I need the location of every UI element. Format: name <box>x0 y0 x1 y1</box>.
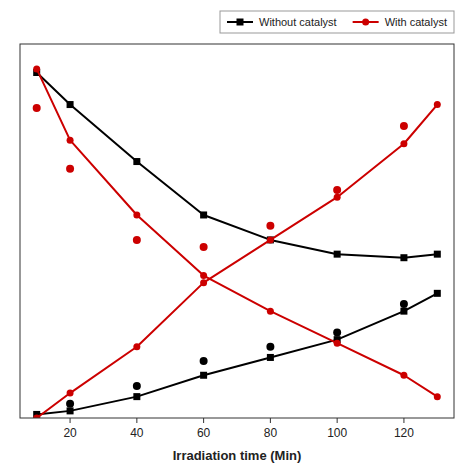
line-marker <box>400 308 407 315</box>
x-tick-label: 80 <box>264 426 278 440</box>
line-marker <box>334 340 341 347</box>
scatter-point <box>400 122 408 130</box>
line-marker <box>334 194 341 201</box>
scatter-point <box>66 165 74 173</box>
line-marker <box>267 354 274 361</box>
scatter-point <box>133 382 141 390</box>
x-tick-label: 20 <box>63 426 77 440</box>
x-tick-label: 120 <box>394 426 414 440</box>
x-tick <box>70 418 71 423</box>
line-marker <box>67 407 74 414</box>
x-tick <box>136 418 137 423</box>
legend-swatch-marker <box>237 19 244 26</box>
scatter-point <box>266 343 274 351</box>
x-axis-label: Irradiation time (Min) <box>173 448 302 463</box>
scatter-point <box>333 186 341 194</box>
line-marker <box>67 390 74 397</box>
line-marker <box>133 158 140 165</box>
plot-area <box>33 65 441 418</box>
legend: Without catalyst With catalyst <box>220 11 454 33</box>
line-marker <box>33 415 40 419</box>
x-tick <box>203 418 204 423</box>
x-tick-label: 100 <box>327 426 347 440</box>
line-marker <box>200 279 207 286</box>
line-marker <box>133 343 140 350</box>
scatter-point <box>266 222 274 230</box>
legend-label: Without catalyst <box>259 16 337 28</box>
scatter-point <box>333 329 341 337</box>
line-marker <box>434 290 441 297</box>
line-marker <box>434 393 441 400</box>
line-marker <box>400 140 407 147</box>
line-marker <box>434 251 441 258</box>
legend-label: With catalyst <box>385 16 447 28</box>
line-marker <box>267 308 274 315</box>
line-marker <box>200 211 207 218</box>
legend-entry: Without catalyst <box>227 16 337 28</box>
line <box>37 293 438 414</box>
line-marker <box>133 393 140 400</box>
line-marker <box>400 372 407 379</box>
x-tick <box>337 418 338 423</box>
legend-swatch-marker <box>362 19 369 26</box>
scatter-point <box>66 400 74 408</box>
line-marker <box>67 101 74 108</box>
line-marker <box>200 272 207 279</box>
chart: 20 40 60 80 100 120 Irradiation time (Min) With… <box>0 0 474 474</box>
scatter-point <box>200 357 208 365</box>
line-marker <box>67 137 74 144</box>
x-tick-label: 40 <box>130 426 144 440</box>
scatter-point <box>133 236 141 244</box>
line-marker <box>200 372 207 379</box>
line <box>37 105 438 418</box>
scatter-point <box>400 300 408 308</box>
plot-frame <box>20 44 454 418</box>
line-marker <box>434 101 441 108</box>
legend-entry: With catalyst <box>353 16 447 28</box>
line-marker <box>133 211 140 218</box>
line-marker <box>267 236 274 243</box>
line-marker <box>400 254 407 261</box>
scatter-point <box>200 243 208 251</box>
line-marker <box>334 251 341 258</box>
x-tick <box>403 418 404 423</box>
x-tick-label: 60 <box>197 426 211 440</box>
legend-box <box>220 11 454 33</box>
x-tick <box>270 418 271 423</box>
line <box>37 69 438 397</box>
line-marker <box>267 236 274 243</box>
scatter-point <box>33 104 41 112</box>
line-marker <box>33 65 40 72</box>
